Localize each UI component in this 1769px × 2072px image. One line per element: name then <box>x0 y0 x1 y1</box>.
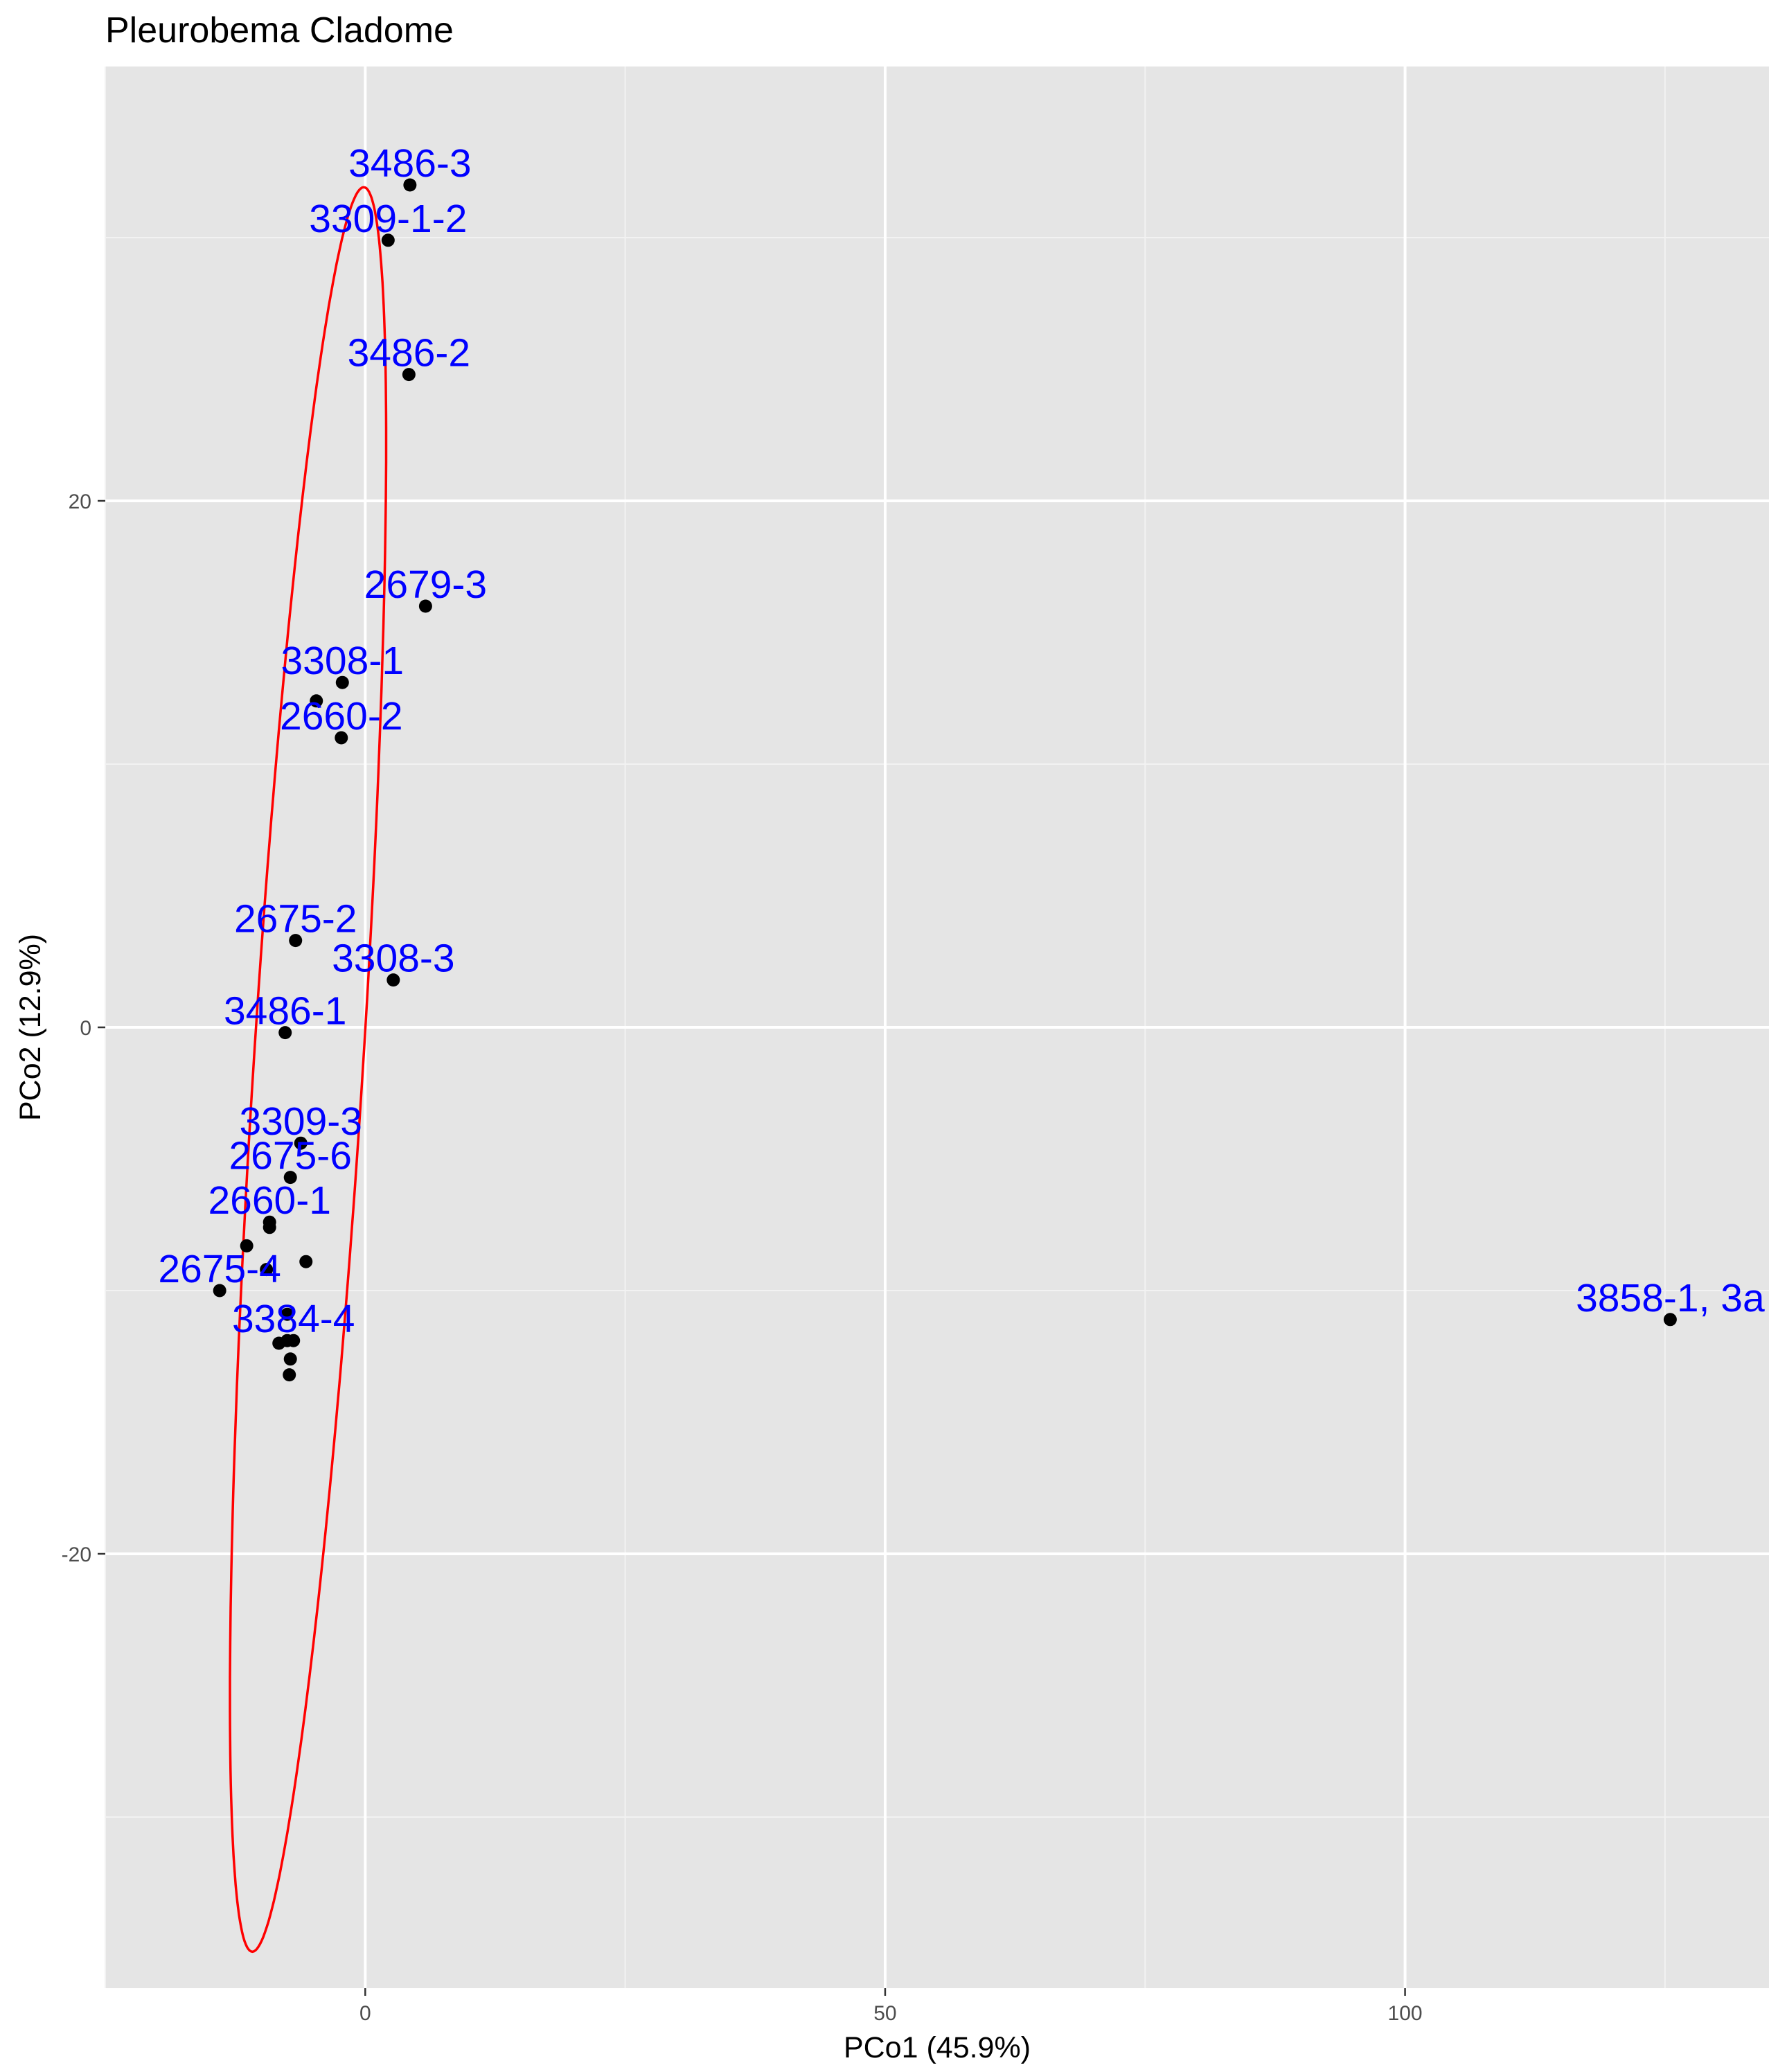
data-point <box>418 599 432 613</box>
point-label: 3308-1 <box>281 639 405 683</box>
y-tick-label: 0 <box>80 1017 91 1040</box>
point-label: 3486-2 <box>348 331 471 375</box>
point-label: 3309-1-2 <box>309 197 467 241</box>
data-point <box>240 1239 254 1252</box>
point-label: 3309-3 <box>239 1099 362 1144</box>
data-point <box>1663 1313 1677 1327</box>
data-point <box>386 973 400 987</box>
point-label: 2660-1 <box>208 1178 331 1223</box>
point-label: 2675-2 <box>234 897 357 941</box>
confidence-ellipse <box>229 186 388 1954</box>
data-point <box>289 934 303 948</box>
data-point <box>402 368 416 382</box>
data-point <box>299 1255 313 1268</box>
x-axis: 0 50 100 <box>359 1988 1423 2025</box>
data-point <box>281 1307 294 1321</box>
y-tick-label: -20 <box>62 1543 91 1566</box>
point-label: 2675-4 <box>158 1247 281 1291</box>
point-label: 3486-3 <box>348 141 472 186</box>
data-point <box>283 1368 296 1382</box>
chart-title: Pleurobema Cladome <box>105 10 454 51</box>
x-tick-label: 100 <box>1388 2002 1423 2025</box>
x-tick-label: 50 <box>873 2002 896 2025</box>
y-axis: -20 0 20 <box>62 490 105 1566</box>
data-point <box>403 178 417 192</box>
data-point <box>381 233 395 247</box>
y-tick-label: 20 <box>69 490 91 513</box>
major-gridlines <box>105 67 1769 1988</box>
data-point <box>263 1221 276 1234</box>
y-axis-title: PCo2 (12.9%) <box>14 934 47 1121</box>
point-label: 3486-1 <box>224 989 347 1034</box>
point-label: 2660-2 <box>280 694 403 738</box>
data-point <box>213 1284 226 1298</box>
data-point <box>335 675 349 689</box>
data-point <box>294 1136 308 1150</box>
point-label: 3384-4 <box>232 1297 355 1341</box>
data-point <box>283 1171 297 1185</box>
point-label: 2679-3 <box>364 563 488 607</box>
point-labels-layer: 3486-3 3309-1-2 3486-2 2679-3 3308-1 2660-2 26… <box>158 141 1765 1341</box>
data-point <box>287 1334 301 1347</box>
data-point <box>283 1352 297 1366</box>
point-label: 2675-6 <box>229 1134 352 1178</box>
data-point <box>310 694 323 708</box>
data-point <box>278 1026 292 1040</box>
x-axis-title: PCo1 (45.9%) <box>844 2031 1031 2064</box>
points-layer <box>213 178 1677 1382</box>
point-label: 3308-3 <box>332 937 455 981</box>
x-tick-label: 0 <box>359 2002 371 2025</box>
data-point <box>260 1263 274 1277</box>
point-label: 3858-1, 3a <box>1576 1276 1765 1320</box>
confidence-ellipse-layer <box>229 186 388 1954</box>
data-point <box>335 731 348 745</box>
